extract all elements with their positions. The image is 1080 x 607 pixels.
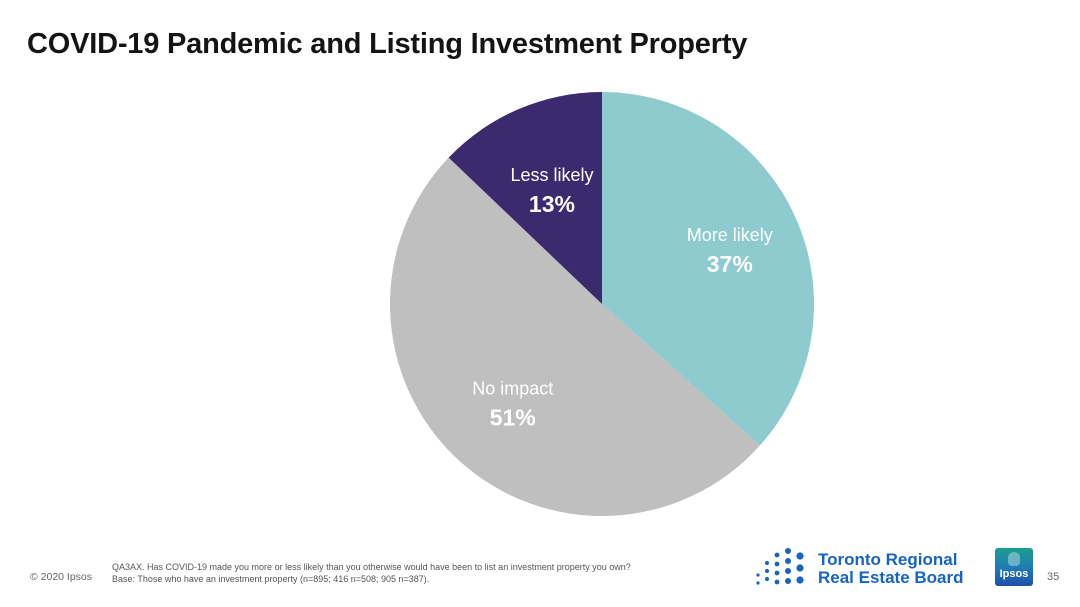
trreb-line-1: Toronto Regional: [818, 550, 958, 569]
footnote: QA3AX. Has COVID-19 made you more or les…: [112, 561, 631, 585]
trreb-logo: Toronto Regional Real Estate Board: [754, 545, 984, 589]
trreb-line-2: Real Estate Board: [818, 568, 964, 587]
pie-slice-no-impact: [389, 157, 760, 517]
pie-label-value: 51%: [490, 404, 536, 430]
pie-label-name: No impact: [472, 378, 553, 398]
page-title: COVID-19 Pandemic and Listing Investment…: [27, 28, 748, 60]
pie-label-name: Less likely: [510, 165, 593, 185]
pie-slice-less-likely: [448, 92, 602, 304]
trreb-wordmark: Toronto Regional Real Estate Board: [818, 551, 964, 587]
footnote-question: QA3AX. Has COVID-19 made you more or les…: [112, 562, 631, 572]
ipsos-logo: Ipsos: [995, 548, 1033, 586]
footnote-base: Base: Those who have an investment prope…: [112, 574, 430, 584]
pie-label-value: 13%: [529, 191, 575, 217]
copyright-text: © 2020 Ipsos: [30, 571, 93, 583]
pie-label-name: More likely: [687, 225, 773, 245]
ipsos-head-icon: [1008, 552, 1020, 566]
pie-labels: More likely 37% No impact 51% Less likely 13%: [472, 165, 773, 430]
pie-label-value: 37%: [707, 251, 753, 277]
pie-slice-more-likely: [602, 92, 814, 446]
pie-slices: [389, 92, 814, 517]
trreb-dots-icon: [756, 548, 804, 585]
ipsos-wordmark: Ipsos: [999, 568, 1029, 580]
page-number: 35: [1047, 571, 1060, 583]
